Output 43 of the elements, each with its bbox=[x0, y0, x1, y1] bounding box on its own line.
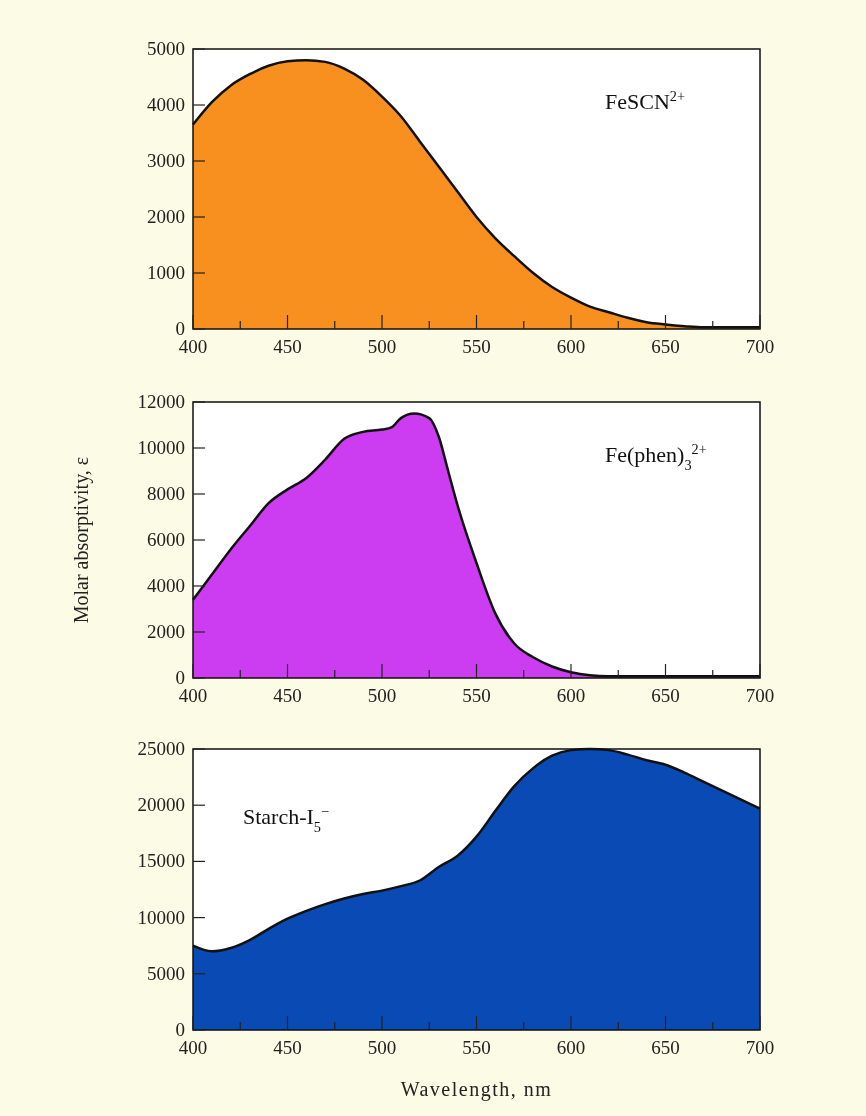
x-tick-label: 550 bbox=[462, 1037, 491, 1058]
y-tick-label: 6000 bbox=[147, 529, 185, 550]
y-tick-label: 8000 bbox=[147, 483, 185, 504]
y-tick-label: 20000 bbox=[137, 794, 185, 816]
y-tick-label: 3000 bbox=[147, 150, 185, 171]
y-tick-label: 15000 bbox=[137, 850, 185, 872]
x-axis-title: Wavelength, nm bbox=[400, 1078, 553, 1101]
y-tick-label: 10000 bbox=[137, 437, 185, 458]
x-tick-label: 650 bbox=[651, 336, 680, 357]
y-tick-label: 0 bbox=[175, 318, 185, 339]
y-tick-label: 2000 bbox=[147, 206, 185, 227]
x-tick-label: 600 bbox=[556, 685, 586, 706]
y-tick-label: 10000 bbox=[137, 906, 185, 928]
x-tick-label: 450 bbox=[273, 685, 302, 706]
y-tick-label: 4000 bbox=[147, 94, 185, 115]
y-tick-label: 0 bbox=[175, 1019, 185, 1040]
x-tick-label: 400 bbox=[178, 1037, 208, 1058]
x-tick-label: 450 bbox=[273, 336, 302, 357]
x-tick-label: 650 bbox=[651, 685, 680, 706]
x-tick-label: 700 bbox=[745, 1037, 775, 1058]
text: FeSCN$^{2+}$ bbox=[605, 88, 686, 114]
x-tick-label: 500 bbox=[367, 336, 397, 357]
y-tick-label: 4000 bbox=[147, 575, 185, 596]
x-tick-label: 550 bbox=[462, 685, 491, 706]
x-tick-label: 550 bbox=[462, 336, 491, 357]
y-tick-label: 25000 bbox=[137, 738, 185, 759]
y-tick-label: 1000 bbox=[147, 262, 185, 283]
y-tick-label: 0 bbox=[175, 667, 185, 688]
x-tick-label: 500 bbox=[367, 685, 397, 706]
x-tick-label: 400 bbox=[178, 685, 208, 706]
y-tick-label: 5000 bbox=[147, 38, 185, 59]
y-tick-label: 2000 bbox=[147, 621, 185, 642]
x-tick-label: 600 bbox=[556, 336, 586, 357]
x-tick-label: 700 bbox=[745, 336, 775, 357]
y-axis-title: Molar absorptivity, ε bbox=[70, 456, 93, 624]
x-tick-label: 700 bbox=[745, 685, 775, 706]
y-tick-label: 12000 bbox=[137, 391, 185, 412]
x-tick-label: 450 bbox=[273, 1037, 302, 1058]
x-tick-label: 650 bbox=[651, 1037, 680, 1058]
x-tick-label: 600 bbox=[556, 1037, 586, 1058]
x-tick-label: 400 bbox=[178, 336, 208, 357]
x-tick-label: 500 bbox=[367, 1037, 397, 1058]
y-tick-label: 5000 bbox=[147, 962, 185, 984]
